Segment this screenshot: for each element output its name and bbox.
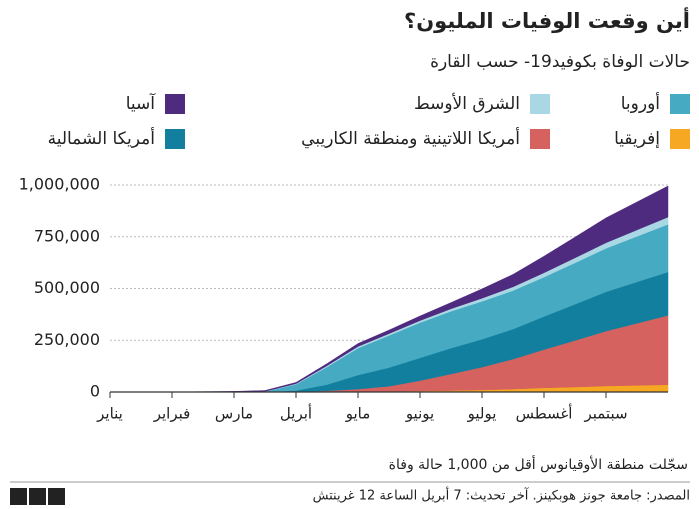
x-tick-label: يونيو	[405, 405, 434, 423]
x-tick-label: مارس	[215, 405, 253, 423]
legend-swatch	[670, 129, 690, 149]
x-tick-label: فبراير	[153, 405, 191, 423]
y-tick-label: 500,000	[34, 278, 100, 297]
area	[110, 185, 669, 393]
x-tick-label: يوليو	[467, 405, 497, 423]
chart-subtitle: حالات الوفاة بكوفيد19- حسب القارة	[430, 52, 690, 72]
source: المصدر: جامعة جونز هوبكينز. آخر تحديث: 7…	[313, 487, 690, 504]
logo-box	[29, 488, 46, 505]
x-tick-label: أغسطس	[516, 404, 573, 423]
y-tick-label: 750,000	[34, 226, 100, 245]
logo-letter: B	[33, 490, 43, 505]
legend-label: إفريقيا	[614, 129, 660, 149]
legend-label: الشرق الأوسط	[414, 93, 520, 114]
x-tick-label: أبريل	[280, 404, 312, 423]
x-tick-label: سبتمبر	[583, 405, 627, 423]
y-tick-label: 1,000,000	[19, 175, 100, 194]
legend-label: آسيا	[126, 92, 157, 114]
logo-letter: C	[52, 490, 62, 505]
chart-title: أين وقعت الوفيات المليون؟	[404, 6, 690, 33]
legend-label: أمريكا اللاتينية ومنطقة الكاريبي	[301, 127, 520, 149]
legend-swatch	[165, 129, 185, 149]
y-tick-label: 250,000	[34, 330, 100, 349]
legend-swatch	[530, 94, 550, 114]
logo-letter: B	[14, 490, 24, 505]
legend-swatch	[530, 129, 550, 149]
note: سجّلت منطقة الأوقيانوس أقل من 1,000 حالة…	[389, 455, 688, 473]
y-tick-label: 0	[90, 382, 100, 401]
logo-box	[10, 488, 27, 505]
legend-swatch	[165, 94, 185, 114]
x-tick-label: مايو	[345, 405, 371, 423]
legend-label: أمريكا الشمالية	[48, 127, 155, 149]
legend-swatch	[670, 94, 690, 114]
legend-label: أوروبا	[621, 92, 660, 114]
x-tick-label: يناير	[96, 405, 123, 423]
logo-box	[48, 488, 65, 505]
